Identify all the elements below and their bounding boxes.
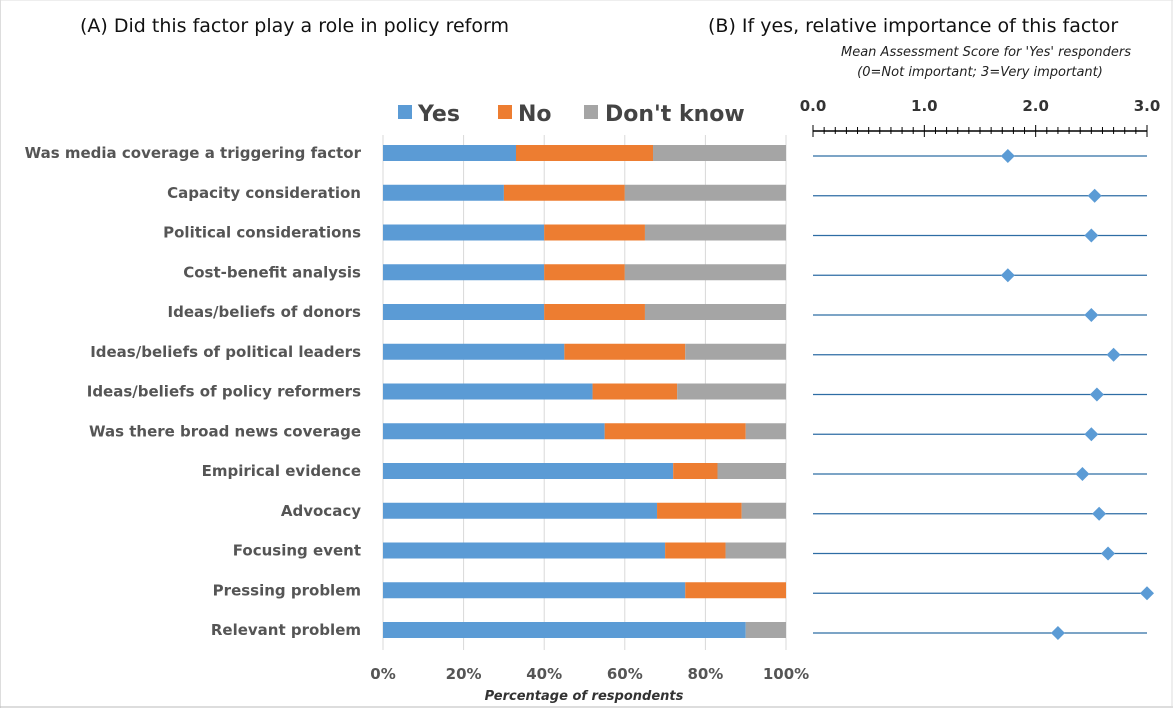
bar-no [544,304,645,320]
bar-don-t-know [745,622,786,638]
category-label: Empirical evidence [202,462,361,480]
bar-don-t-know [685,343,786,360]
bar-don-t-know [745,423,786,440]
bar-yes [383,304,545,320]
panel-b-diamond-marker [1000,268,1015,283]
panel-b-diamond-marker [1106,347,1121,362]
bar-yes [383,184,504,201]
panel-a-x-tick-label: 100% [763,665,809,683]
panel-a-x-tick-label: 20% [446,665,482,683]
bar-no [544,264,625,281]
bar-no [604,423,746,440]
bar-don-t-know [644,224,786,241]
bar-yes [383,582,686,599]
bar-no [673,463,718,479]
bar-yes [383,224,545,241]
legend-label-no: No [518,102,552,127]
bar-no [685,582,786,599]
bar-don-t-know [644,304,786,320]
bar-yes [383,145,516,161]
panel-a-x-tick-label: 80% [687,665,723,683]
panel-b-diamond-marker [1089,387,1104,402]
bar-no [503,184,625,201]
panel-b-subtitle-line-1: Mean Assessment Score for 'Yes' responde… [841,45,1131,60]
bar-don-t-know [624,184,786,201]
category-label: Ideas/beliefs of policy reformers [87,383,361,401]
bar-don-t-know [725,542,786,559]
legend-label-dont-know: Don't know [605,102,745,127]
bar-don-t-know [717,463,786,479]
category-label: Relevant problem [211,621,361,639]
panel-a-legend: Yes No Don't know [398,102,745,127]
panel-a-x-tick-label: 40% [526,665,562,683]
panel-b-x-tick-label: 1.0 [911,97,938,115]
bar-don-t-know [741,502,786,519]
category-label: Advocacy [281,502,361,520]
bar-yes [383,383,593,400]
bar-yes [383,264,545,281]
panel-b-x-tick-label: 3.0 [1134,97,1161,115]
category-label: Was there broad news coverage [89,422,361,440]
panel-a-x-tick-label: 60% [607,665,643,683]
legend-swatch-no [498,105,512,119]
panel-b-x-tick-label: 2.0 [1022,97,1049,115]
panel-b-diamond-marker [1140,586,1154,601]
category-label: Cost-benefit analysis [183,263,361,281]
bar-don-t-know [653,145,786,161]
category-label: Focusing event [233,542,361,560]
legend-swatch-yes [398,105,412,119]
panel-b-diamond-marker [1092,506,1107,521]
panel-b-diamond-marker [1101,546,1116,561]
bar-yes [383,542,666,559]
panel-b-diamond-marker [1087,188,1102,203]
bar-don-t-know [624,264,786,281]
panel-b-subtitle-line-2: (0=Not important; 3=Very important) [857,65,1103,80]
category-label: Pressing problem [213,581,361,599]
panel-a-title: (A) Did this factor play a role in polic… [80,15,509,37]
category-label: Ideas/beliefs of political leaders [90,343,361,361]
panel-b-diamond-marker [1084,427,1099,442]
bar-yes [383,463,674,479]
bar-yes [383,502,658,519]
panel-b-diamond-marker [1084,308,1099,322]
category-label: Ideas/beliefs of donors [168,303,362,321]
panel-b-diamond-marker [1000,149,1015,163]
legend-swatch-dont-know [584,105,598,119]
bar-yes [383,423,605,440]
category-label: Was media coverage a triggering factor [25,144,362,162]
panel-b-title: (B) If yes, relative importance of this … [708,15,1118,37]
panel-b-diamond-marker [1075,467,1090,481]
panel-b-diamond-marker [1050,626,1065,640]
panel-a-x-tick-label: 0% [370,665,395,683]
bar-no [657,502,742,519]
bar-no [544,224,645,241]
bar-no [564,343,686,360]
panel-b-diamond-marker [1084,228,1099,243]
bar-no [665,542,726,559]
panel-b-x-tick-label: 0.0 [800,97,827,115]
bar-no [515,145,654,161]
bar-yes [383,343,565,360]
category-label: Capacity consideration [167,184,361,202]
panel-a-x-axis-label: Percentage of respondents [485,689,684,704]
bar-no [592,383,678,400]
bar-don-t-know [677,383,786,400]
category-label: Political considerations [163,224,361,242]
bar-yes [383,622,746,638]
legend-label-yes: Yes [417,102,460,127]
